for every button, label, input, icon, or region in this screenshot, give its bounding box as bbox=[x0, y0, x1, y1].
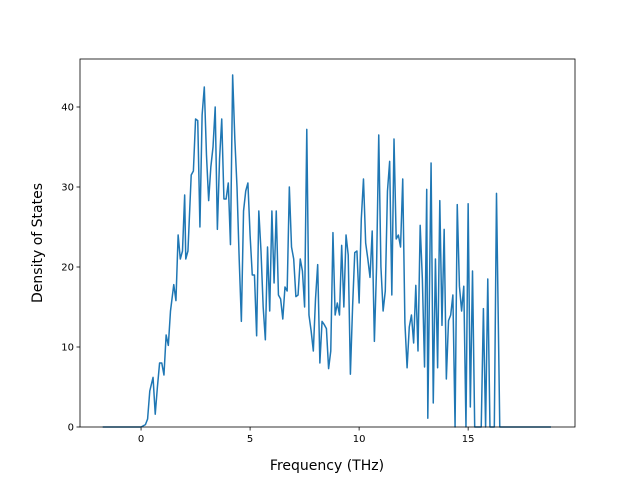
y-tick-label: 10 bbox=[61, 343, 74, 354]
x-axis-label: Frequency (THz) bbox=[270, 458, 384, 474]
x-tick-label: 15 bbox=[462, 434, 475, 445]
y-tick-label: 0 bbox=[68, 423, 74, 434]
y-tick-label: 20 bbox=[61, 263, 74, 274]
line-series bbox=[102, 74, 552, 428]
axes-frame bbox=[79, 58, 576, 428]
y-axis-label: Density of States bbox=[30, 183, 46, 303]
y-tick-label: 40 bbox=[61, 103, 74, 114]
x-tick-label: 0 bbox=[138, 434, 144, 445]
x-tick-label: 10 bbox=[353, 434, 366, 445]
x-tick-label: 5 bbox=[247, 434, 253, 445]
y-tick-label: 30 bbox=[61, 183, 74, 194]
